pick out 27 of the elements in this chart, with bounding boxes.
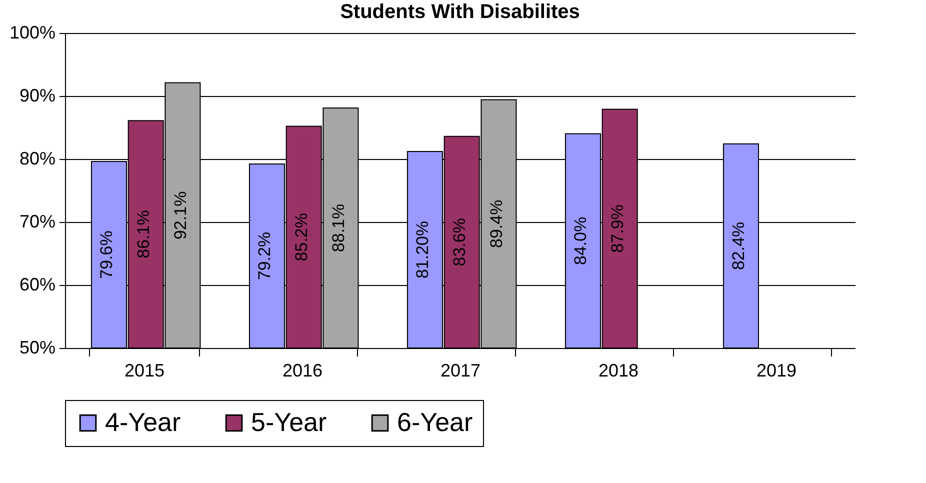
data-label: 84.0%: [571, 216, 590, 265]
data-label: 88.1%: [328, 204, 348, 252]
x-tick-label: 2018: [598, 360, 639, 380]
data-label: 86.1%: [134, 210, 153, 258]
y-tick-label: 90%: [19, 86, 56, 106]
data-label: 89.4%: [486, 200, 506, 248]
data-label: 87.9%: [608, 204, 627, 253]
x-tick-label: 2017: [440, 360, 481, 380]
y-tick-label: 70%: [19, 212, 56, 232]
data-label: 83.6%: [450, 218, 469, 266]
chart-title: Students With Disabilites: [340, 1, 580, 23]
legend-label: 4-Year: [105, 407, 181, 437]
x-tick-label: 2019: [756, 360, 797, 380]
x-tick-label: 2015: [124, 360, 165, 380]
legend-label: 6-Year: [397, 407, 473, 437]
y-tick-label: 100%: [9, 22, 56, 42]
legend-label: 5-Year: [251, 407, 327, 437]
y-tick-label: 80%: [19, 148, 56, 168]
data-label: 82.4%: [729, 222, 748, 270]
data-label: 85.2%: [292, 213, 311, 262]
data-label: 79.6%: [97, 230, 116, 279]
x-tick-label: 2016: [282, 360, 323, 380]
data-label: 79.2%: [255, 232, 274, 280]
y-tick-label: 60%: [19, 274, 56, 294]
data-label: 92.1%: [170, 191, 190, 240]
y-tick-label: 50%: [19, 338, 56, 358]
data-label: 81.20%: [413, 220, 432, 279]
